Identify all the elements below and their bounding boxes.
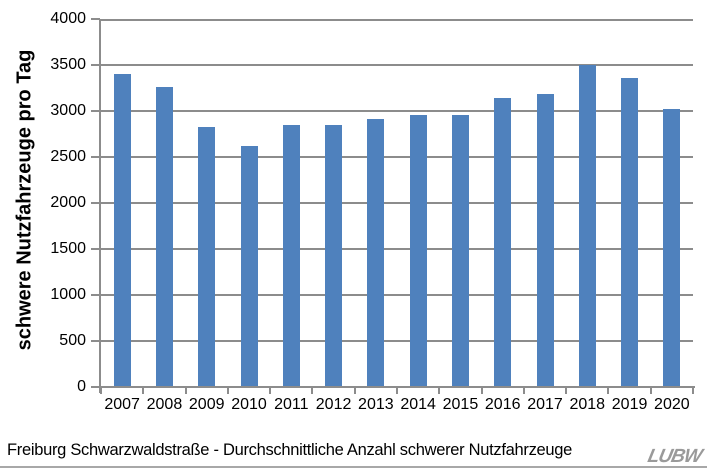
bar-2013	[367, 119, 385, 387]
bar-2009	[198, 126, 216, 387]
bar-2018	[578, 65, 596, 387]
y-tick-label-3000: 3000	[50, 102, 86, 119]
bar-2014	[409, 114, 427, 387]
y-tick-0	[91, 386, 100, 388]
y-tick-label-0: 0	[77, 378, 86, 395]
x-tick-9	[480, 388, 483, 394]
gridline-4000	[101, 19, 693, 21]
x-tick-0	[100, 388, 102, 394]
bottom-divider	[0, 466, 707, 468]
y-tick-2000	[91, 202, 100, 204]
x-tick-5	[311, 388, 314, 394]
x-tick-13	[649, 388, 652, 394]
x-tick-7	[396, 388, 398, 394]
gridline-3000	[101, 110, 693, 112]
y-tick-label-1500: 1500	[50, 240, 86, 257]
x-tick-12	[607, 388, 610, 394]
y-tick-1000	[91, 294, 100, 296]
gridline-1000	[101, 294, 693, 296]
x-tick-10	[522, 388, 525, 394]
y-tick-2500	[91, 156, 100, 158]
x-tick-label-2019: 2019	[611, 396, 648, 413]
gridline-3500	[101, 64, 693, 66]
x-tick-label-2007: 2007	[104, 396, 140, 413]
bar-2017	[536, 93, 554, 387]
x-tick-label-2017: 2017	[527, 396, 563, 413]
y-tick-label-2500: 2500	[50, 148, 86, 165]
x-tick-8	[438, 388, 441, 394]
x-tick-label-2010: 2010	[231, 396, 267, 413]
y-tick-label-500: 500	[59, 332, 86, 349]
y-tick-label-2000: 2000	[50, 194, 86, 211]
y-tick-label-1000: 1000	[50, 286, 86, 303]
gridline-2000	[101, 202, 693, 204]
plot-area	[101, 19, 693, 387]
y-tick-4000	[91, 18, 100, 20]
x-tick-label-2012: 2012	[315, 396, 352, 413]
y-tick-500	[91, 340, 100, 342]
bar-2019	[621, 77, 639, 387]
y-tick-3000	[91, 110, 100, 112]
x-tick-label-2015: 2015	[442, 396, 479, 413]
bar-2007	[113, 74, 131, 387]
gridline-500	[101, 340, 693, 342]
bar-2016	[494, 98, 512, 387]
gridline-1500	[101, 248, 693, 250]
x-tick-label-2018: 2018	[569, 396, 606, 413]
bar-2011	[282, 125, 300, 387]
y-tick-label-3500: 3500	[50, 56, 86, 73]
x-tick-label-2011: 2011	[274, 396, 309, 413]
y-tick-3500	[91, 64, 100, 66]
x-tick-label-2008: 2008	[146, 396, 183, 413]
x-tick-1	[142, 388, 145, 394]
lubw-logo: LUBW	[645, 446, 704, 467]
y-tick-1500	[91, 248, 100, 250]
x-tick-3	[226, 388, 229, 394]
bar-2020	[663, 109, 681, 387]
x-tick-11	[565, 388, 568, 394]
chart-caption: Freiburg Schwarzwaldstraße - Durchschnit…	[7, 441, 573, 459]
gridline-2500	[101, 156, 693, 158]
x-tick-2	[184, 388, 187, 394]
bar-2015	[451, 114, 469, 387]
bar-2012	[325, 124, 343, 387]
x-axis-line	[99, 386, 695, 388]
x-tick-label-2013: 2013	[358, 396, 394, 413]
x-tick-label-2009: 2009	[188, 396, 225, 413]
x-tick-label-2020: 2020	[654, 396, 690, 413]
bar-2008	[155, 87, 173, 387]
x-tick-4	[269, 388, 272, 394]
x-tick-label-2014: 2014	[400, 396, 436, 413]
y-tick-label-4000: 4000	[50, 10, 86, 27]
x-tick-6	[353, 388, 356, 394]
y-axis-line	[99, 19, 101, 393]
bar-2010	[240, 145, 258, 387]
x-tick-14	[692, 388, 694, 394]
x-tick-label-2016: 2016	[484, 396, 521, 413]
